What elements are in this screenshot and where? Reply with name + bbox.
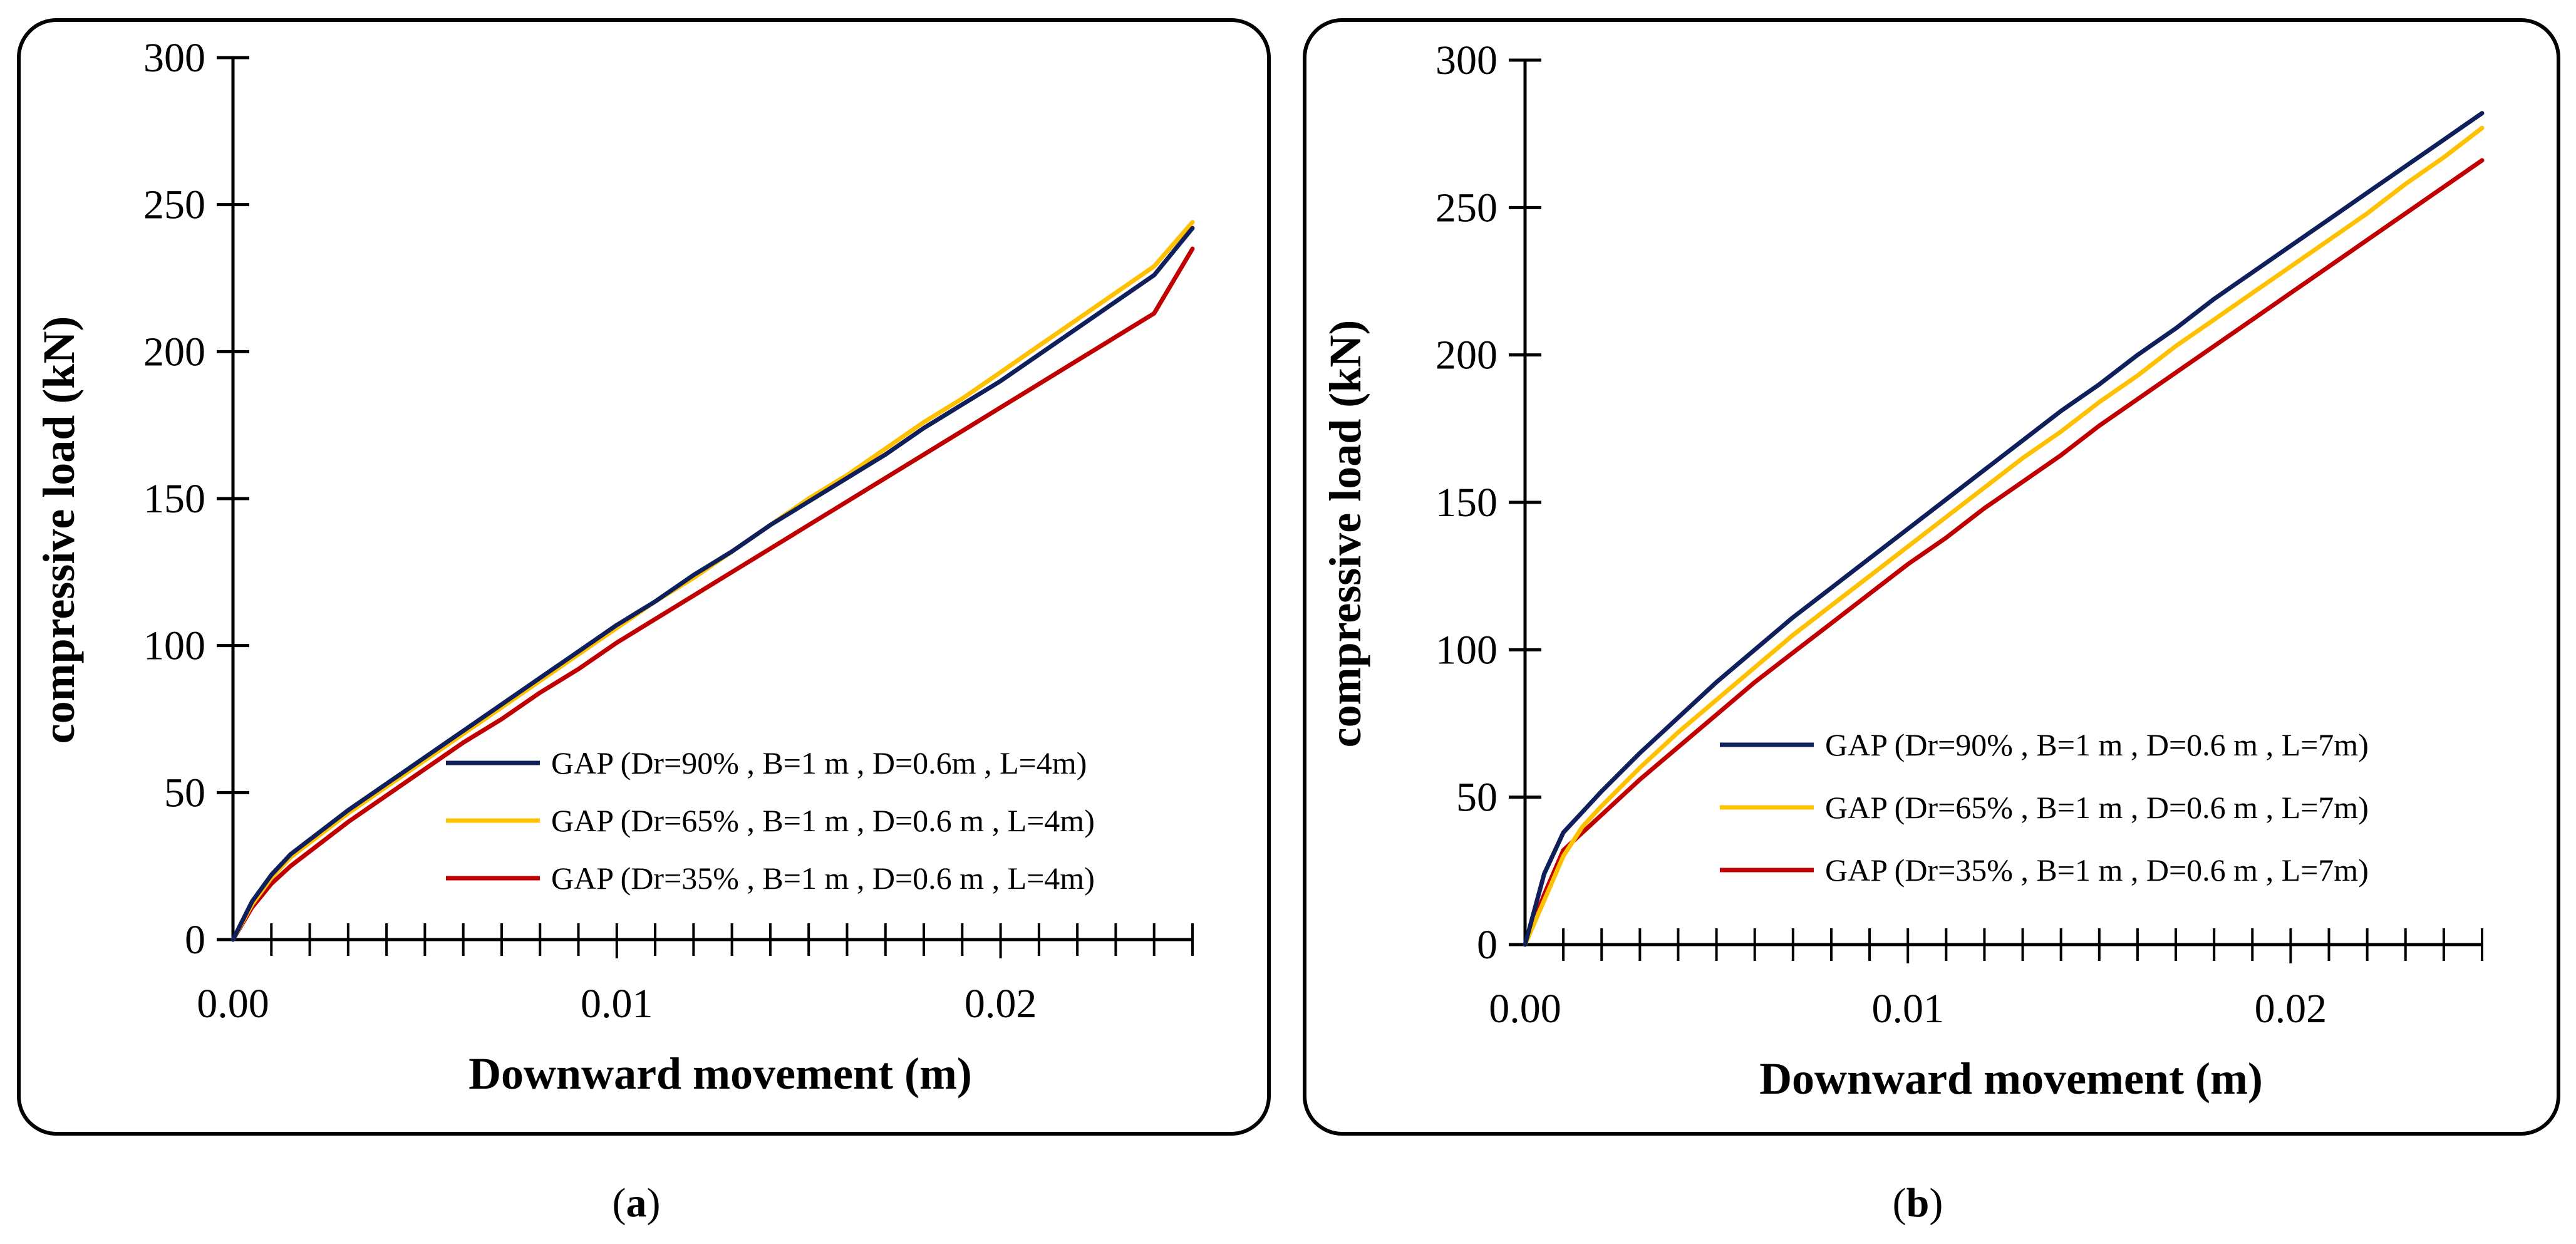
chart-b-series-line-2 [1523, 125, 2485, 947]
chart-a-legend-label-1: GAP (Dr=90% , B=1 m , D=0.6m , L=4m) [551, 745, 1087, 780]
panel-a-caption: (a) [613, 1180, 661, 1226]
chart-b-y-tick-label: 150 [1435, 480, 1497, 526]
panel-b-caption-letter: b [1906, 1180, 1930, 1226]
chart-a-y-tick-label: 150 [143, 476, 205, 522]
chart-b-legend-label-1: GAP (Dr=90% , B=1 m , D=0.6 m , L=7m) [1825, 727, 2369, 762]
chart-a-series-line-3 [230, 246, 1195, 942]
chart-a-y-tick-label: 50 [164, 770, 205, 816]
chart-a-y-tick-label: 0 [185, 917, 205, 963]
chart-b-series-line-3 [1523, 158, 2485, 947]
chart-a-y-axis-title: compressive load (kN) [34, 316, 84, 744]
chart-b-y-tick-label: 100 [1435, 627, 1497, 673]
chart-a-y-tick-label: 200 [143, 329, 205, 375]
chart-b-y-tick-label: 0 [1477, 922, 1497, 968]
chart-b-y-tick-label: 200 [1435, 333, 1497, 378]
chart-b-legend-label-3: GAP (Dr=35% , B=1 m , D=0.6 m , L=7m) [1825, 853, 2369, 888]
chart-b-x-tick-label: 0.02 [2255, 986, 2327, 1032]
chart-b-y-tick-label: 250 [1435, 185, 1497, 231]
chart-b-x-tick-label: 0.01 [1871, 986, 1944, 1032]
panel-b-caption: (b) [1893, 1180, 1943, 1226]
chart-b-y-tick-label: 300 [1435, 38, 1497, 83]
chart-a-y-tick-label: 300 [143, 35, 205, 81]
chart-a-x-tick-label: 0.02 [965, 981, 1037, 1027]
chart-a: 0 50 100 150 200 250 300 0.00 0.01 0.02 Downward m… [34, 35, 1195, 1099]
panel-a-caption-letter: a [626, 1180, 647, 1226]
chart-a-legend-label-3: GAP (Dr=35% , B=1 m , D=0.6 m , L=4m) [551, 861, 1095, 896]
chart-a-x-tick-label: 0.00 [197, 981, 269, 1027]
chart-b-x-axis-title: Downward movement (m) [1759, 1054, 2263, 1104]
panel-a-frame [17, 18, 1271, 1136]
chart-a-x-tick-label: 0.01 [581, 981, 653, 1027]
chart-b-series-line-1 [1523, 111, 2485, 947]
chart-b-y-tick-label: 50 [1456, 775, 1497, 821]
chart-a-x-axis-title: Downward movement (m) [468, 1049, 972, 1099]
chart-b-y-axis-title: compressive load (kN) [1320, 320, 1370, 748]
chart-a-y-tick-label: 100 [143, 623, 205, 669]
chart-b: 0 50 100 150 200 250 300 0.00 0.01 0.02 Downward m… [1320, 38, 2485, 1104]
chart-b-x-tick-label: 0.00 [1489, 986, 1561, 1032]
chart-a-y-tick-label: 250 [143, 182, 205, 228]
chart-a-legend-label-2: GAP (Dr=65% , B=1 m , D=0.6 m , L=4m) [551, 803, 1095, 838]
chart-a-series-line-1 [230, 225, 1195, 942]
chart-b-legend-label-2: GAP (Dr=65% , B=1 m , D=0.6 m , L=7m) [1825, 790, 2369, 825]
